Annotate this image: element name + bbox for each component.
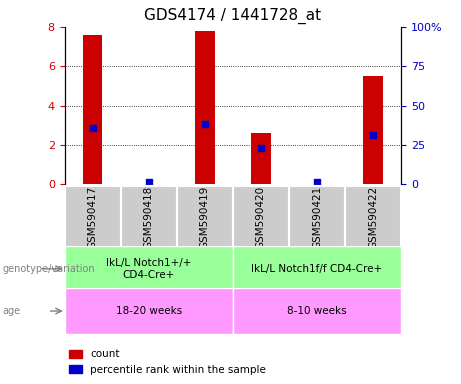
FancyBboxPatch shape xyxy=(65,288,233,334)
Text: GSM590418: GSM590418 xyxy=(144,185,154,248)
Text: IkL/L Notch1f/f CD4-Cre+: IkL/L Notch1f/f CD4-Cre+ xyxy=(251,264,383,274)
FancyBboxPatch shape xyxy=(121,186,177,248)
FancyBboxPatch shape xyxy=(65,246,233,292)
Text: GSM590421: GSM590421 xyxy=(312,185,322,248)
FancyBboxPatch shape xyxy=(233,288,401,334)
FancyBboxPatch shape xyxy=(345,186,401,248)
Bar xyxy=(83,35,102,184)
FancyBboxPatch shape xyxy=(233,186,289,248)
Text: 18-20 weeks: 18-20 weeks xyxy=(116,306,182,316)
Text: age: age xyxy=(2,306,20,316)
Text: IkL/L Notch1+/+
CD4-Cre+: IkL/L Notch1+/+ CD4-Cre+ xyxy=(106,258,191,280)
Title: GDS4174 / 1441728_at: GDS4174 / 1441728_at xyxy=(144,8,321,24)
Bar xyxy=(195,31,214,184)
FancyBboxPatch shape xyxy=(233,246,401,292)
Text: GSM590417: GSM590417 xyxy=(88,185,98,248)
FancyBboxPatch shape xyxy=(177,186,233,248)
Text: genotype/variation: genotype/variation xyxy=(2,264,95,274)
Bar xyxy=(363,76,383,184)
Bar xyxy=(251,133,271,184)
Text: GSM590422: GSM590422 xyxy=(368,185,378,248)
FancyBboxPatch shape xyxy=(289,186,345,248)
Legend: count, percentile rank within the sample: count, percentile rank within the sample xyxy=(65,345,270,379)
Text: GSM590420: GSM590420 xyxy=(256,185,266,248)
Text: 8-10 weeks: 8-10 weeks xyxy=(287,306,347,316)
Text: GSM590419: GSM590419 xyxy=(200,185,210,248)
FancyBboxPatch shape xyxy=(65,186,121,248)
